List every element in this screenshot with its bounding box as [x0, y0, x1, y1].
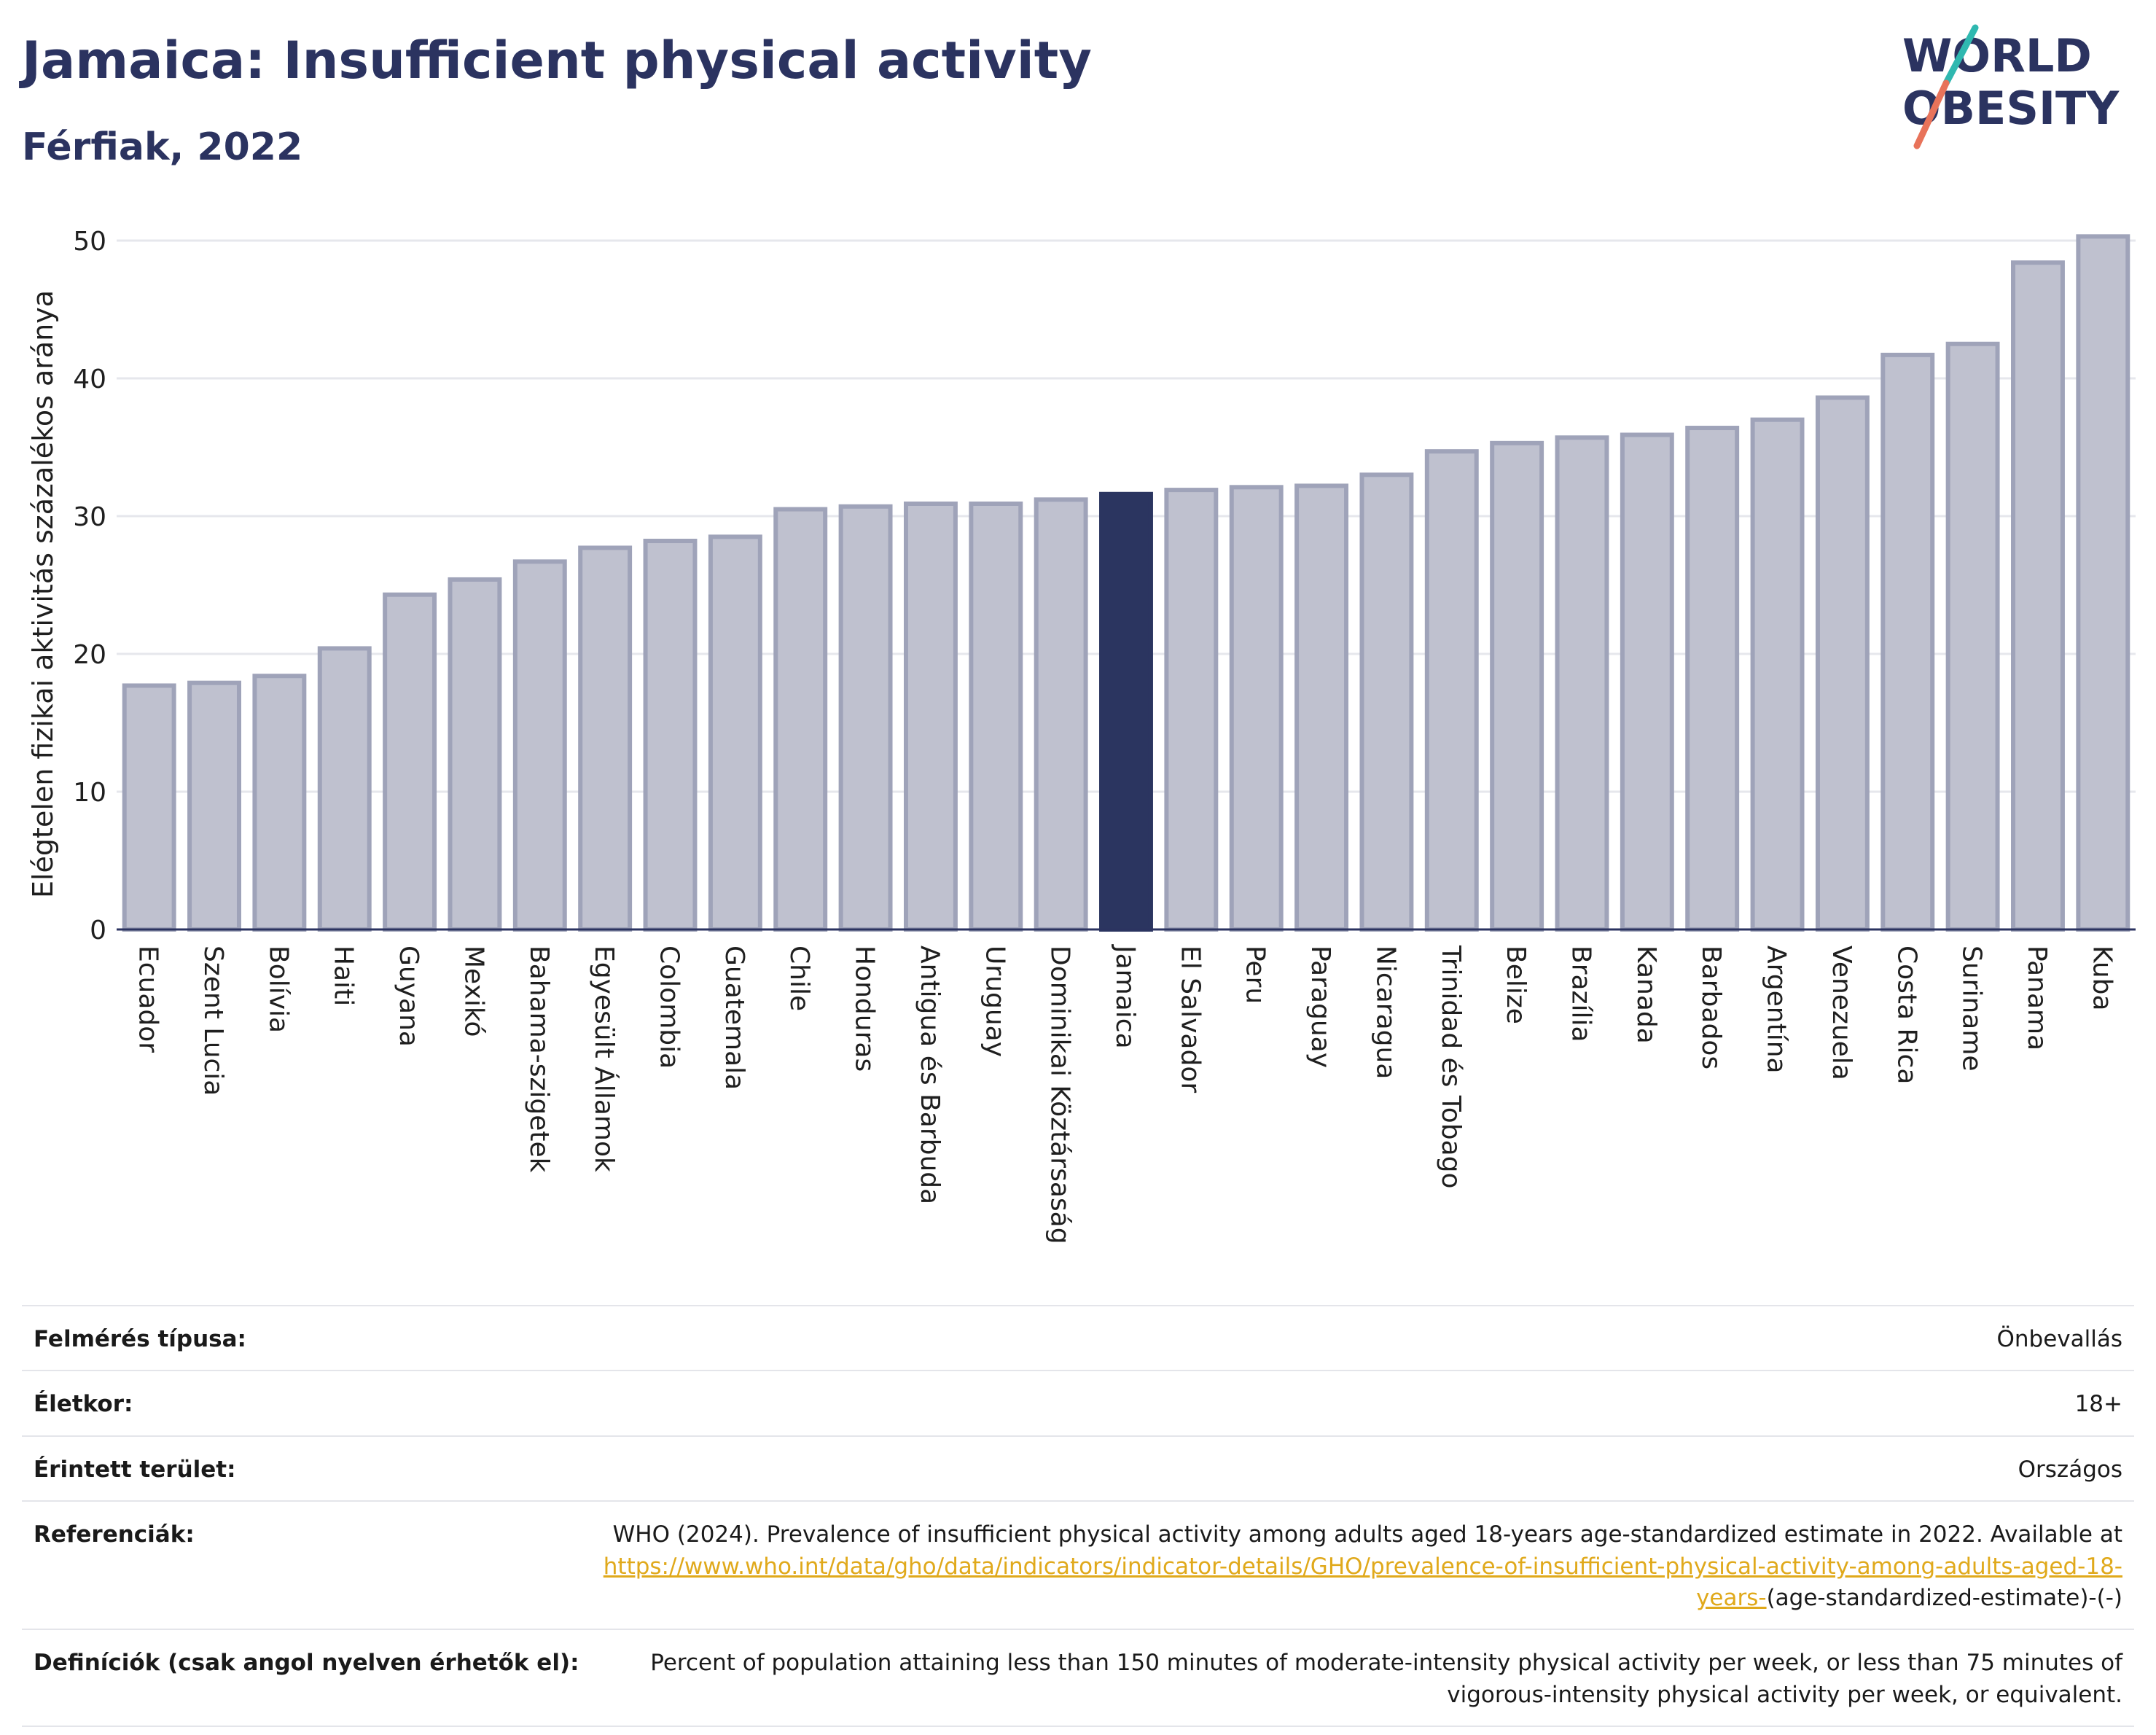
bar [838, 504, 893, 932]
x-tick-label: Guyana [394, 946, 423, 1047]
area-label: Érintett terület: [34, 1456, 236, 1483]
x-tick-label: Antigua és Barbuda [915, 946, 945, 1204]
y-tick-label: 30 [73, 502, 106, 532]
meta-row-age: Életkor: 18+ [22, 1371, 2134, 1435]
bar [512, 559, 567, 932]
bar [969, 501, 1023, 932]
meta-row-survey-type: Felmérés típusa: Önbevallás [22, 1306, 2134, 1371]
x-tick-label: Haiti [329, 946, 359, 1006]
bar [1034, 497, 1088, 932]
x-tick-label: Brazília [1566, 946, 1595, 1042]
x-tick-label: Suriname [1957, 946, 1987, 1072]
x-tick-label: Egyesült Államok [589, 946, 620, 1172]
bar [1815, 395, 1870, 932]
chart-subtitle: Férfiak, 2022 [22, 125, 303, 169]
x-tick-label: Argentína [1762, 946, 1792, 1074]
bar [903, 501, 958, 932]
meta-row-area: Érintett terület: Országos [22, 1435, 2134, 1501]
bar [1294, 483, 1349, 932]
y-tick-label: 0 [90, 916, 106, 946]
logo-slash-teal [1942, 24, 1979, 87]
area-value: Országos [2018, 1456, 2122, 1483]
x-tick-label: Trinidad és Tobago [1436, 945, 1466, 1189]
y-axis-label: Elégtelen fizikai aktivitás százalékos a… [27, 290, 59, 898]
x-tick-label: Bahama-szigetek [524, 946, 554, 1173]
logo-slash-coral [1913, 79, 1950, 149]
x-tick-label: Panama [2022, 946, 2052, 1050]
x-tick-label: Uruguay [980, 946, 1009, 1057]
bar [1359, 472, 1414, 932]
references-text: WHO (2024). Prevalence of insufficient p… [612, 1521, 2122, 1548]
references-value: WHO (2024). Prevalence of insufficient p… [591, 1501, 2134, 1629]
definitions-value: Percent of population attaining less tha… [650, 1650, 2122, 1708]
bar [1750, 417, 1805, 932]
bar [1229, 485, 1284, 932]
x-axis-labels: Ecuador Szent Lucia Bolívia Haiti Guyana Mexi… [133, 944, 2117, 1244]
logo-line1: WORLD [1902, 29, 2092, 82]
bar [448, 577, 502, 932]
x-tick-label: Barbados [1696, 946, 1726, 1069]
meta-row-definitions: Definíciók (csak angol nyelven érhetők e… [22, 1629, 2134, 1727]
bars [122, 234, 2130, 932]
x-tick-label: Bolívia [263, 946, 293, 1033]
references-label: Referenciák: [34, 1521, 195, 1548]
bar [1945, 341, 2000, 932]
y-tick-label: 40 [73, 364, 106, 394]
x-tick-label: Peru [1241, 946, 1270, 1004]
x-tick-label: Colombia [655, 946, 684, 1069]
bar [187, 680, 241, 932]
bar [383, 592, 437, 932]
bar [122, 683, 176, 932]
meta-row-references: Referenciák: WHO (2024). Prevalence of i… [22, 1501, 2134, 1629]
age-value: 18+ [2074, 1391, 2122, 1418]
x-tick-label: Paraguay [1305, 946, 1335, 1068]
bar [1490, 440, 1544, 932]
references-link[interactable]: https://www.who.int/data/gho/data/indica… [603, 1553, 2122, 1611]
bar [1685, 426, 1740, 932]
bar-highlighted [1099, 491, 1153, 932]
bar [773, 507, 828, 932]
bar [708, 534, 762, 932]
references-suffix: (age-standardized-estimate)-(-) [1766, 1584, 2122, 1611]
bar [1555, 435, 1609, 932]
definitions-label: Definíciók (csak angol nyelven érhetők e… [34, 1650, 579, 1677]
x-tick-label: Kuba [2087, 946, 2117, 1011]
x-tick-label: Dominikai Köztársaság [1045, 946, 1075, 1244]
y-axis-ticks: 0 10 20 30 40 50 [73, 227, 106, 946]
bar-chart: 0 10 20 30 40 50 Ecuador Szent Lucia Bolívia Hai… [27, 227, 2136, 1244]
bar [578, 545, 633, 932]
bar [317, 646, 372, 932]
bar [252, 674, 307, 932]
x-tick-label: Venezuela [1827, 946, 1856, 1080]
x-tick-label: Jamaica [1110, 944, 1140, 1049]
x-tick-label: Belize [1501, 946, 1531, 1024]
bar [2076, 234, 2130, 932]
x-tick-label: Chile [784, 946, 814, 1011]
bar [1424, 449, 1479, 932]
metadata-table: Felmérés típusa: Önbevallás Életkor: 18+… [22, 1305, 2134, 1727]
x-tick-label: Szent Lucia [198, 946, 228, 1096]
x-tick-label: Kanada [1631, 946, 1661, 1044]
chart-title: Jamaica: Insufficient physical activity [22, 31, 1092, 90]
survey-type-value: Önbevallás [1996, 1326, 2122, 1352]
y-tick-label: 10 [73, 778, 106, 808]
bar [1164, 488, 1219, 932]
bar [1620, 432, 1674, 932]
x-tick-label: Ecuador [133, 946, 163, 1053]
x-tick-label: Honduras [850, 946, 880, 1072]
bar [2011, 260, 2065, 932]
x-tick-label: Mexikó [458, 946, 488, 1037]
logo-line2: OBESITY [1902, 82, 2120, 135]
y-tick-label: 20 [73, 640, 106, 670]
x-tick-label: Nicaragua [1370, 946, 1400, 1079]
age-label: Életkor: [34, 1391, 133, 1418]
x-tick-label: Guatemala [719, 946, 749, 1090]
survey-type-label: Felmérés típusa: [34, 1326, 246, 1352]
x-tick-label: Costa Rica [1891, 946, 1921, 1084]
x-tick-label: El Salvador [1175, 946, 1205, 1093]
world-obesity-logo: WORLD OBESITY [1902, 24, 2120, 149]
bar [643, 539, 698, 932]
bar [1880, 352, 1935, 932]
y-tick-label: 50 [73, 227, 106, 257]
